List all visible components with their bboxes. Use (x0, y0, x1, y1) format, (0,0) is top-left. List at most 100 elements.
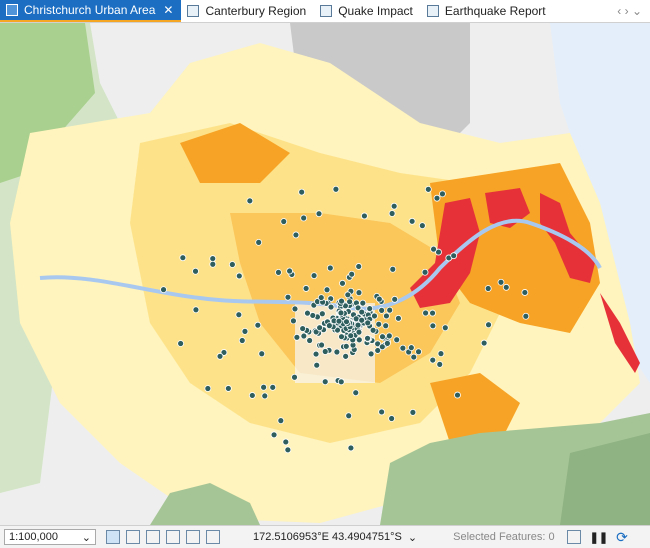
coord-dropdown[interactable]: ⌄ (407, 531, 418, 544)
incident-pin (454, 391, 461, 399)
incident-pin (429, 356, 437, 364)
park (0, 23, 95, 183)
incident-pin (358, 308, 366, 316)
incident-pin (369, 326, 377, 334)
incident-pin (415, 348, 422, 356)
tab-nav[interactable]: ‹ › ⌄ (617, 4, 642, 18)
incident-pin (286, 267, 293, 275)
incident-pin (418, 222, 426, 230)
tool-icon[interactable] (186, 530, 200, 544)
incident-pin (304, 309, 311, 317)
incident-pin (323, 286, 331, 294)
urban-zone-high (230, 213, 460, 383)
incident-pin (177, 340, 185, 347)
incident-pin (291, 305, 299, 313)
incident-pin (235, 272, 243, 280)
incident-pin (386, 306, 394, 314)
tool-icon[interactable] (146, 530, 160, 544)
incident-pin (391, 295, 399, 303)
incident-pin (388, 210, 396, 217)
scale-box[interactable]: 1:100,000 ⌄ (4, 529, 96, 545)
map-tab[interactable]: Christchurch Urban Area ✕ (0, 0, 182, 22)
incident-pin (302, 285, 310, 292)
incident-pin (450, 252, 458, 260)
incident-pin (342, 342, 350, 350)
tab-label: Christchurch Urban Area (24, 3, 156, 17)
map-view[interactable] (0, 23, 650, 525)
incident-pin (355, 289, 363, 297)
pause-button[interactable]: ❚❚ (589, 531, 609, 544)
incident-pin (224, 385, 232, 392)
incident-pin (261, 392, 269, 400)
incident-pin (318, 310, 326, 318)
incident-pin (284, 293, 292, 301)
incident-pin (277, 417, 285, 425)
incident-pin (209, 255, 217, 262)
incident-pin (382, 322, 390, 330)
incident-pin (374, 347, 382, 354)
incident-pin (441, 324, 449, 332)
incident-pin (326, 264, 334, 272)
incident-pin (269, 383, 277, 391)
refresh-button[interactable]: ⟳ (616, 528, 628, 545)
incident-pin (310, 272, 318, 279)
incident-pin (254, 321, 262, 329)
incident-pin (321, 378, 329, 386)
incident-pin (342, 352, 350, 360)
incident-pin (379, 333, 386, 341)
incident-pin (275, 268, 282, 276)
refresh-icon[interactable] (566, 530, 581, 544)
selected-features[interactable]: Selected Features: 0 (453, 531, 555, 543)
incident-pin (345, 412, 353, 420)
red-zone (600, 293, 640, 373)
red-zone (485, 188, 530, 228)
incident-pin (480, 339, 488, 347)
incident-pin (284, 446, 292, 454)
incident-pin (347, 332, 355, 340)
incident-pin (429, 322, 437, 330)
incident-pin (192, 306, 200, 314)
incident-pin (390, 202, 398, 210)
incident-pin (433, 194, 441, 202)
status-bar: 1:100,000 ⌄ 172.5106953°E 43.4904751°S ⌄ … (0, 525, 650, 548)
incident-pin (246, 197, 254, 205)
urban-zone-severe (180, 123, 290, 183)
incident-pin (228, 261, 236, 268)
incident-pin (282, 438, 290, 446)
incident-pin (435, 248, 442, 256)
incident-pin (325, 322, 333, 330)
incident-pin (424, 185, 432, 193)
tab-bar: Christchurch Urban Area ✕ Canterbury Regi… (0, 0, 650, 23)
incident-pin (522, 312, 530, 320)
tool-icon[interactable] (126, 530, 140, 544)
report-tab[interactable]: Earthquake Report (421, 0, 554, 22)
incident-pin (421, 268, 429, 276)
incident-pin (335, 317, 343, 325)
incident-pin (393, 336, 401, 344)
tool-icon[interactable] (206, 530, 220, 544)
tool-icon[interactable] (166, 530, 180, 544)
incident-pin (359, 299, 367, 307)
incident-pin (352, 315, 360, 323)
incident-pin (293, 333, 301, 341)
incident-pin (375, 295, 383, 303)
incident-pin (355, 263, 363, 270)
incident-pin (316, 324, 324, 332)
hills (150, 483, 260, 525)
incident-pin (300, 332, 308, 340)
incident-pin (338, 333, 345, 341)
close-tab[interactable]: ✕ (163, 3, 174, 17)
incident-pin (485, 321, 492, 329)
tab-label: Quake Impact (338, 4, 413, 18)
incident-pin (321, 348, 329, 355)
map-tab[interactable]: Canterbury Region (181, 0, 314, 22)
incident-pin (422, 309, 430, 317)
tool-icon[interactable] (106, 530, 120, 544)
layout-tab[interactable]: Quake Impact (314, 0, 421, 22)
incident-pin (312, 350, 320, 358)
incident-pin (241, 327, 249, 335)
incident-pin (408, 217, 416, 225)
incident-pin (355, 336, 363, 344)
incident-pin (355, 328, 363, 336)
